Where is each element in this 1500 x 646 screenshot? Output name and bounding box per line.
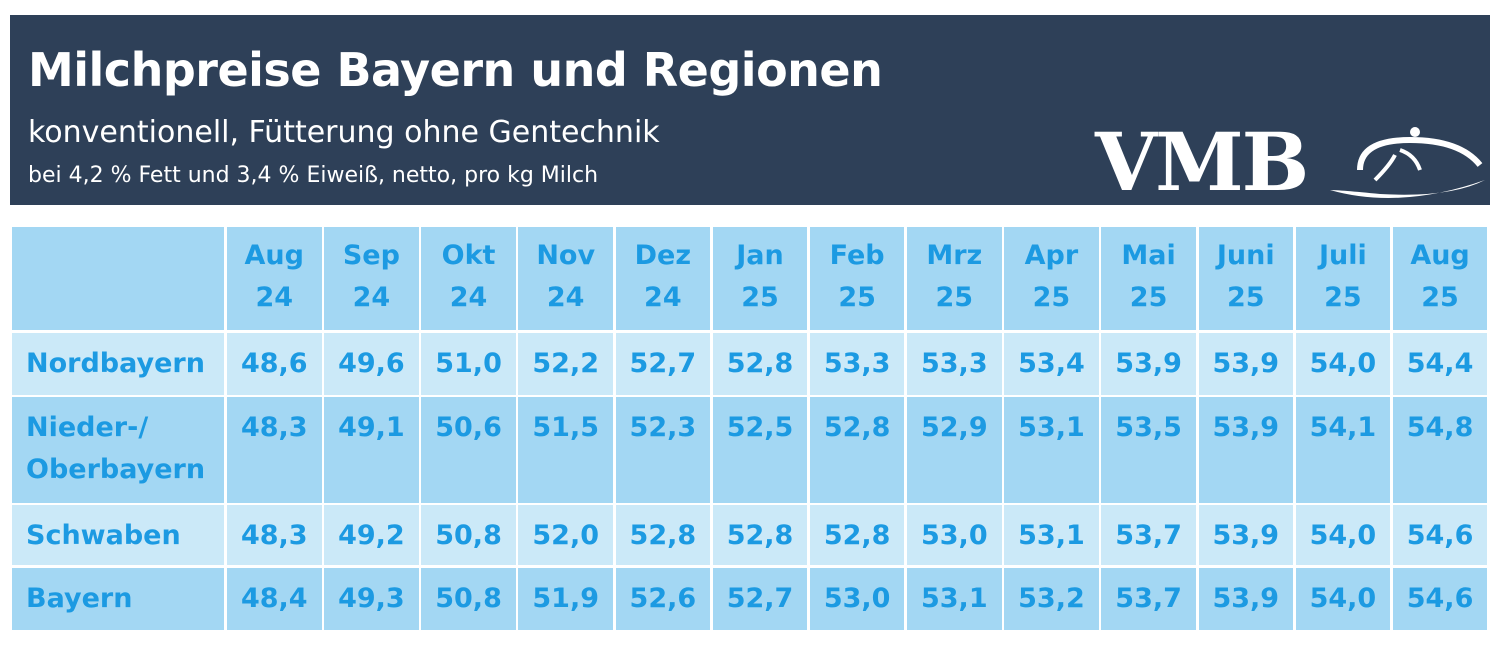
value-cell: 49,3 [324,568,419,630]
column-header: Mai 25 [1101,227,1196,330]
value-cell: 51,5 [518,397,613,503]
corner-cell [12,227,224,330]
value-cell: 52,8 [615,505,711,565]
value-cell: 53,1 [1004,397,1099,503]
value-cell: 50,8 [421,568,516,630]
column-header: Sep 24 [324,227,419,330]
value-cell: 53,7 [1101,568,1196,630]
row-label: Nordbayern [12,333,224,395]
value-cell: 53,2 [1004,568,1099,630]
value-cell: 53,9 [1198,333,1293,395]
value-cell: 48,3 [227,397,322,503]
column-header: Okt 24 [421,227,516,330]
value-cell: 52,2 [518,333,613,395]
column-header: Dez 24 [615,227,711,330]
value-cell: 48,6 [227,333,322,395]
value-cell: 53,7 [1101,505,1196,565]
value-cell: 54,0 [1295,505,1391,565]
value-cell: 49,6 [324,333,419,395]
value-cell: 53,9 [1198,505,1293,565]
column-header: Feb 25 [809,227,905,330]
value-cell: 52,8 [809,397,905,503]
value-cell: 52,8 [712,333,808,395]
value-cell: 50,6 [421,397,516,503]
value-cell: 54,4 [1392,333,1488,395]
subtitle: konventionell, Fütterung ohne Gentechnik [28,115,660,150]
value-cell: 52,5 [712,397,808,503]
value-cell: 52,7 [712,568,808,630]
value-cell: 51,0 [421,333,516,395]
value-cell: 53,9 [1198,397,1293,503]
value-cell: 53,0 [809,568,905,630]
note: bei 4,2 % Fett und 3,4 % Eiweiß, netto, … [28,163,599,188]
logo-text: VMB [1095,115,1309,209]
row-label: Nieder-/ Oberbayern [12,397,224,503]
value-cell: 54,0 [1295,568,1391,630]
column-header: Mrz 25 [907,227,1002,330]
value-cell: 53,1 [1004,505,1099,565]
value-cell: 52,3 [615,397,711,503]
column-header: Apr 25 [1004,227,1099,330]
row-label: Schwaben [12,505,224,565]
value-cell: 54,1 [1295,397,1391,503]
value-cell: 52,7 [615,333,711,395]
column-header: Aug 24 [227,227,322,330]
value-cell: 54,8 [1392,397,1488,503]
value-cell: 53,1 [907,568,1002,630]
header-band: Milchpreise Bayern und Regionen konventi… [10,15,1490,209]
value-cell: 51,9 [518,568,613,630]
column-header: Jan 25 [712,227,808,330]
value-cell: 54,0 [1295,333,1391,395]
value-cell: 53,3 [907,333,1002,395]
value-cell: 52,9 [907,397,1002,503]
value-cell: 53,0 [907,505,1002,565]
value-cell: 50,8 [421,505,516,565]
value-cell: 48,4 [227,568,322,630]
value-cell: 48,3 [227,505,322,565]
value-cell: 52,0 [518,505,613,565]
row-label: Bayern [12,568,224,630]
value-cell: 53,3 [809,333,905,395]
title: Milchpreise Bayern und Regionen [28,43,883,97]
column-header: Juli 25 [1295,227,1391,330]
value-cell: 53,9 [1101,333,1196,395]
value-cell: 53,5 [1101,397,1196,503]
value-cell: 52,6 [615,568,711,630]
column-header: Aug 25 [1392,227,1488,330]
column-header: Nov 24 [518,227,613,330]
logo-swirl [1330,127,1485,198]
value-cell: 53,4 [1004,333,1099,395]
value-cell: 52,8 [809,505,905,565]
value-cell: 49,1 [324,397,419,503]
value-cell: 49,2 [324,505,419,565]
value-cell: 53,9 [1198,568,1293,630]
value-cell: 54,6 [1392,505,1488,565]
value-cell: 54,6 [1392,568,1488,630]
value-cell: 52,8 [712,505,808,565]
column-header: Juni 25 [1198,227,1293,330]
